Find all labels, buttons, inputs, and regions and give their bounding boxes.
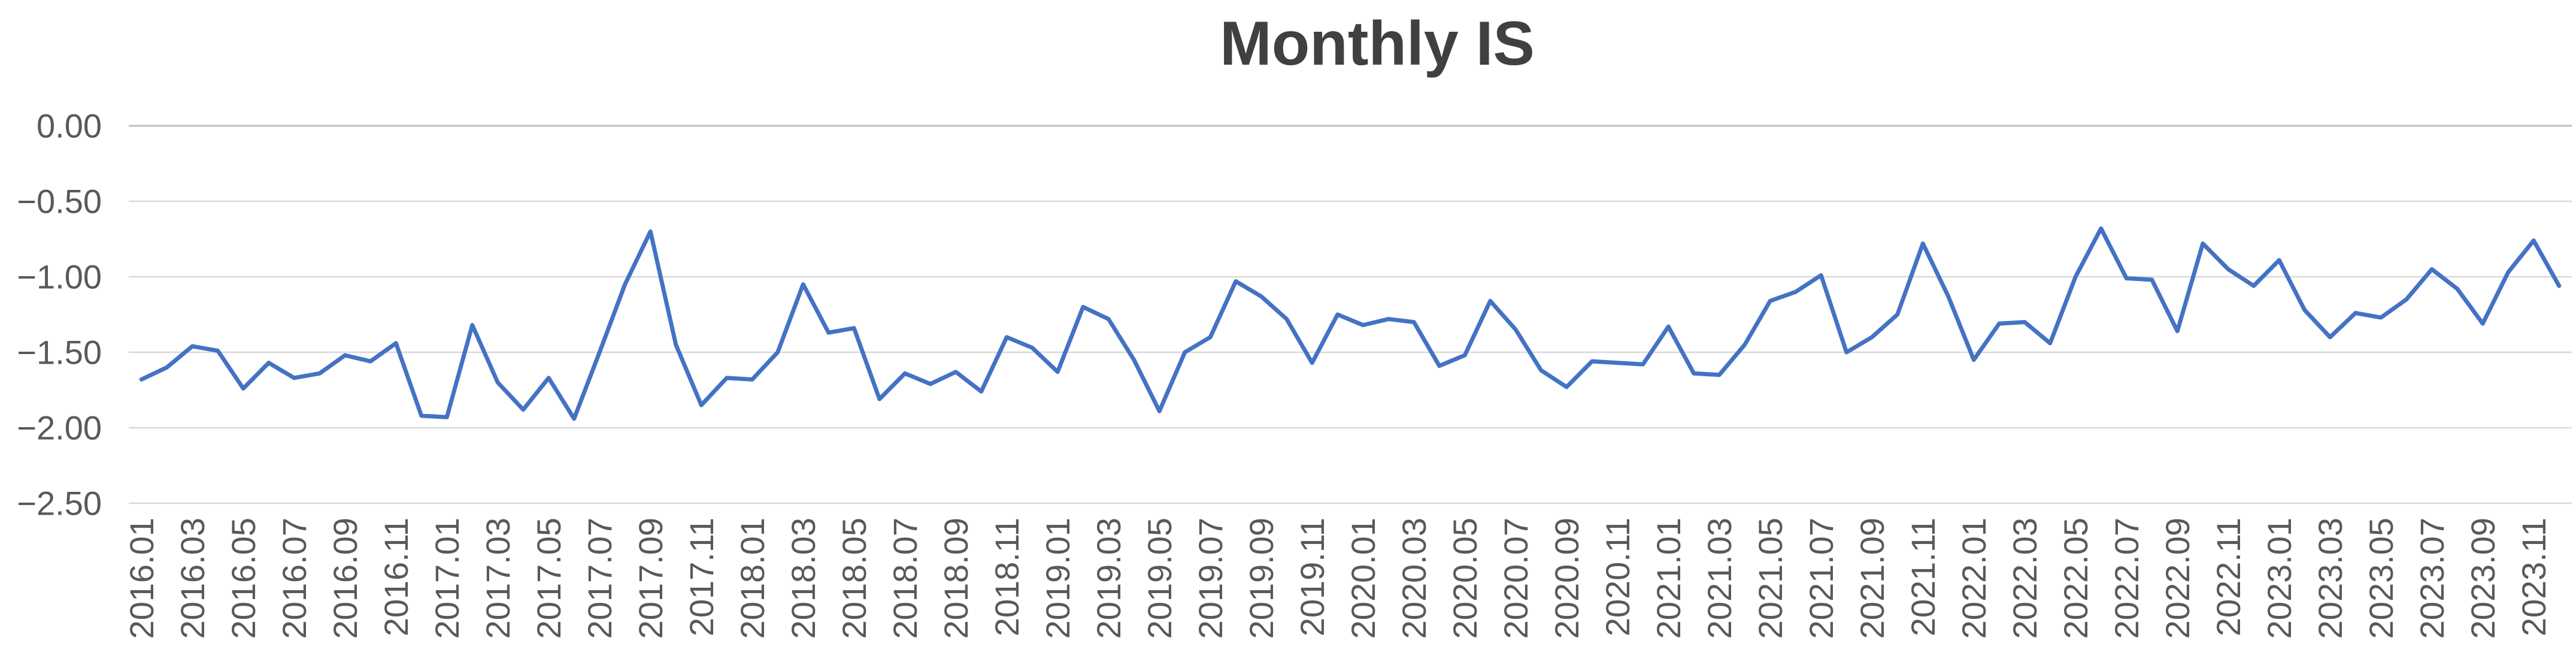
x-tick-label: 2021.07 [1802,518,1840,639]
x-tick-label: 2023.11 [2515,518,2553,636]
x-tick-label: 2022.09 [2159,518,2196,639]
x-tick-label: 2018.03 [784,518,822,639]
x-tick-label: 2020.03 [1395,518,1433,639]
y-tick-label: −0.50 [17,183,102,220]
x-tick-label: 2022.01 [1955,518,1993,639]
x-tick-label: 2022.03 [2006,518,2044,639]
x-tick-label: 2023.05 [2362,518,2400,639]
x-tick-label: 2020.11 [1599,518,1636,636]
y-tick-label: −2.50 [17,485,102,522]
x-tick-label: 2018.05 [835,518,873,639]
x-tick-label: 2020.01 [1344,518,1382,639]
x-tick-label: 2016.09 [326,518,364,639]
x-tick-label: 2020.05 [1446,518,1484,639]
x-tick-label: 2021.01 [1650,518,1687,639]
x-tick-label: 2016.05 [225,518,262,639]
x-tick-label: 2019.09 [1242,518,1280,639]
y-tick-label: 0.00 [37,107,102,145]
x-tick-label: 2021.05 [1751,518,1789,639]
y-tick-label: −2.00 [17,409,102,447]
x-tick-label: 2019.01 [1039,518,1077,639]
x-tick-label: 2022.11 [2210,518,2247,636]
x-tick-label: 2016.07 [275,518,313,639]
x-tick-label: 2016.03 [174,518,211,639]
x-tick-label: 2017.01 [428,518,466,639]
x-tick-label: 2022.07 [2108,518,2145,639]
x-tick-label: 2023.07 [2413,518,2451,639]
x-tick-label: 2021.03 [1701,518,1738,639]
x-tick-label: 2018.09 [937,518,975,639]
x-tick-label: 2023.01 [2260,518,2298,639]
x-tick-label: 2017.11 [683,518,720,636]
x-tick-label: 2019.03 [1090,518,1128,639]
x-tick-label: 2020.07 [1497,518,1535,639]
x-tick-label: 2021.11 [1904,518,1942,636]
x-tick-label: 2018.01 [734,518,771,639]
x-tick-label: 2018.07 [886,518,924,639]
x-tick-label: 2018.11 [988,518,1026,636]
gridlines-group [129,125,2572,504]
y-tick-label: −1.00 [17,258,102,296]
x-tick-label: 2019.07 [1192,518,1229,639]
series-group [139,226,2562,421]
x-tick-label: 2017.07 [581,518,619,639]
x-tick-label: 2019.05 [1141,518,1178,639]
y-tick-label: −1.50 [17,334,102,371]
x-tick-label: 2016.01 [123,518,160,639]
x-tick-label: 2022.05 [2057,518,2095,639]
x-tick-label: 2019.11 [1293,518,1331,636]
x-tick-label: 2016.11 [377,518,415,636]
series-line [139,226,2562,421]
x-tick-label: 2021.09 [1853,518,1891,639]
x-tick-label: 2023.09 [2464,518,2502,639]
x-axis-labels-group: 2016.01 2016.03 2016.05 2016.07 2016.09 2016.… [123,518,2553,639]
x-tick-label: 2023.03 [2311,518,2349,639]
chart-title: Monthly IS [1220,9,1535,78]
x-tick-label: 2017.05 [530,518,568,639]
y-axis-labels-group: 0.00 −0.50 −1.00 −1.50 −2.00 −2.50 [17,107,102,522]
x-tick-label: 2017.03 [479,518,517,639]
x-tick-label: 2020.09 [1548,518,1586,639]
x-tick-label: 2017.09 [632,518,669,639]
